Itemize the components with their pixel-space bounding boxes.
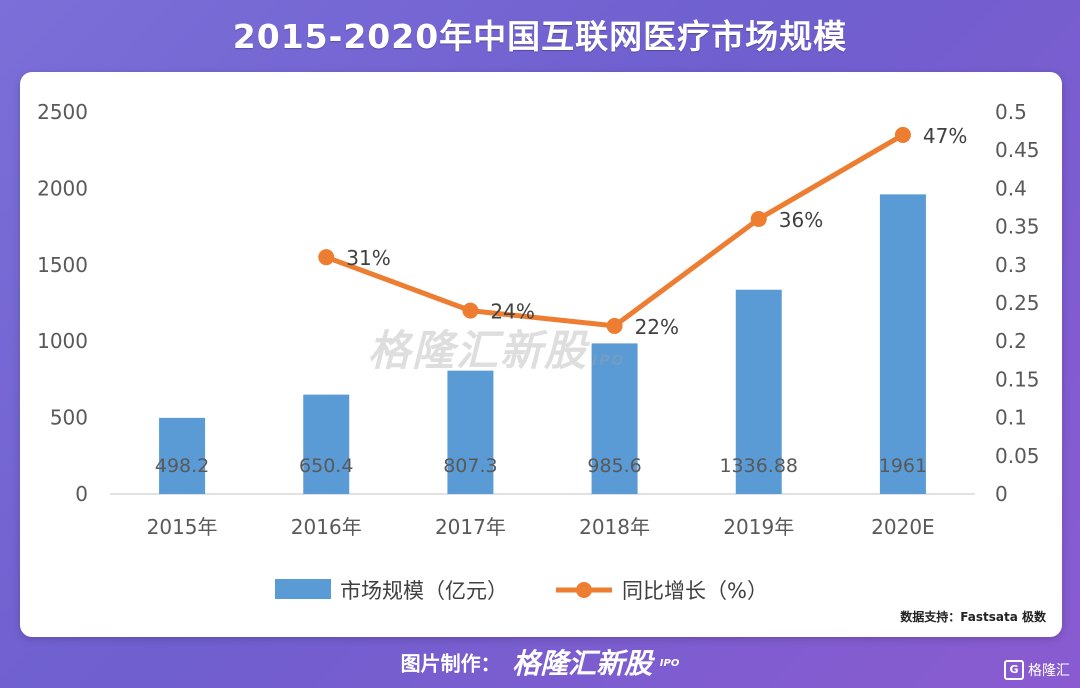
combo-chart: 0 500 1000 1500 2000 2500 0 0.05 0.1 0.15 0.2 0.25 0… [37,100,1040,603]
y-right-tick-label: 0.2 [995,329,1027,353]
chart-panel: 0 500 1000 1500 2000 2500 0 0.05 0.1 0.15 0.2 0.25 0… [20,72,1062,637]
data-source-note: 数据支持：Fastsata 极数 [900,610,1046,624]
y-right-tick-label: 0.25 [995,291,1040,315]
y-left-tick-label: 1500 [37,253,88,277]
y-right-tick-label: 0.4 [995,176,1027,200]
y-right-tick-label: 0.1 [995,406,1027,430]
bar-data-label: 807.3 [443,455,497,477]
y-right-tick-label: 0.3 [995,253,1027,277]
corner-logo-text: 格隆汇 [1028,663,1070,679]
y-left-tick-label: 1000 [37,329,88,353]
bar-5 [879,194,926,494]
footer-brand-suffix: IPO [659,657,680,669]
growth-data-label: 22% [635,315,679,339]
bar-data-label: 498.2 [155,455,209,477]
legend-line-label: 同比增长（%） [622,579,768,603]
growth-point-2 [462,302,479,319]
bar-data-label: 985.6 [587,455,641,477]
y-left-tick-label: 500 [50,406,88,430]
bar-1 [303,394,350,494]
y-left-tick-label: 2500 [37,100,88,124]
y-right-tick-label: 0.35 [995,215,1040,239]
growth-data-label: 36% [779,208,823,232]
legend-bar-swatch [275,579,331,599]
y-right-tick-label: 0.45 [995,138,1040,162]
x-tick-label: 2018年 [579,515,650,539]
growth-data-label: 24% [490,300,534,324]
growth-data-label: 47% [923,124,967,148]
y-left-tick-label: 2000 [37,176,88,200]
y-right-tick-label: 0.15 [995,367,1040,391]
chart-title: 2015-2020年中国互联网医疗市场规模 [232,17,848,56]
growth-data-label: 31% [346,246,390,270]
growth-point-3 [606,317,623,334]
bar-data-label: 1336.88 [719,455,798,477]
footer: 图片制作： 格隆汇新股 IPO [0,645,1080,688]
legend-bar-label: 市场规模（亿元） [340,579,508,603]
logo-icon: G [1004,660,1024,680]
growth-point-5 [894,126,911,143]
x-tick-label: 2019年 [723,515,794,539]
growth-point-1 [318,249,335,266]
bar-data-label: 1961 [879,455,927,477]
y-right-tick-label: 0 [995,482,1008,506]
y-right-tick-label: 0.05 [995,444,1040,468]
y-left-tick-label: 0 [75,482,88,506]
bar-2 [447,370,494,494]
bar-4 [735,289,782,494]
y-right-tick-label: 0.5 [995,100,1027,124]
corner-logo: G 格隆汇 [1004,660,1070,680]
x-tick-label: 2016年 [291,515,362,539]
bar-data-label: 650.4 [299,455,353,477]
x-tick-label: 2015年 [147,515,218,539]
bar-3 [591,343,638,494]
footer-brand: 格隆汇新股 [512,646,653,680]
legend-line-marker [576,582,592,598]
footer-label: 图片制作： [400,651,501,676]
x-tick-label: 2017年 [435,515,506,539]
bar-0 [159,417,206,494]
growth-point-4 [750,210,767,227]
x-tick-label: 2020E [871,515,935,539]
